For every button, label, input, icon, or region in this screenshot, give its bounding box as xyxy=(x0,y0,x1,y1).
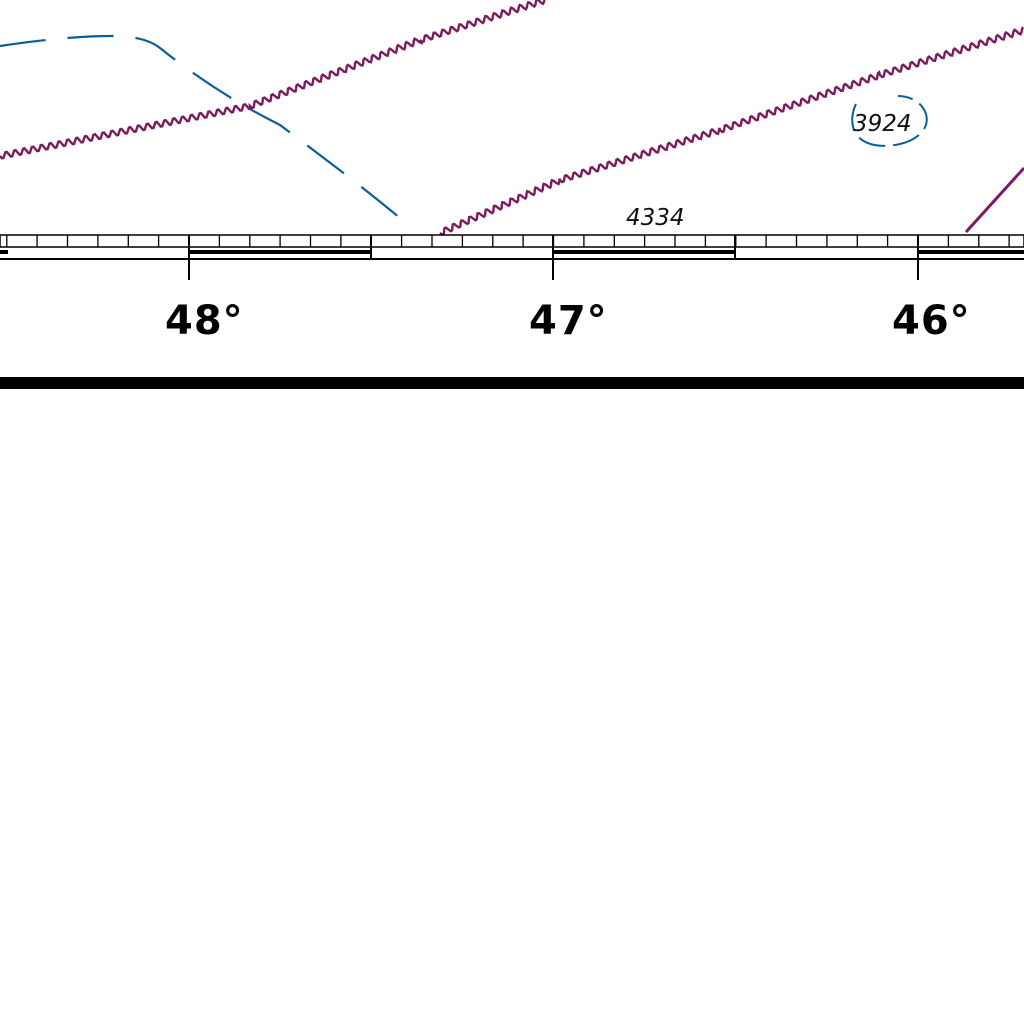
scale-band-segment xyxy=(0,250,8,254)
scale-band-segment xyxy=(918,250,1024,254)
longitude-label-46: 46° xyxy=(892,298,971,344)
depth-contour-closed xyxy=(851,95,928,147)
neat-line xyxy=(0,377,1024,389)
submarine-cable-line xyxy=(0,0,546,160)
scale-band-segment xyxy=(553,250,735,254)
depth-contour-dashed xyxy=(0,34,401,219)
depth-sounding-4334: 4334 xyxy=(626,205,685,231)
scale-band-segment xyxy=(189,250,371,254)
longitude-label-48: 48° xyxy=(165,298,244,344)
submarine-cable-line xyxy=(439,26,1024,237)
depth-sounding-3924: 3924 xyxy=(853,111,912,137)
boundary-line xyxy=(964,166,1024,234)
chart-border-scale xyxy=(0,234,1024,280)
longitude-label-47: 47° xyxy=(529,298,608,344)
